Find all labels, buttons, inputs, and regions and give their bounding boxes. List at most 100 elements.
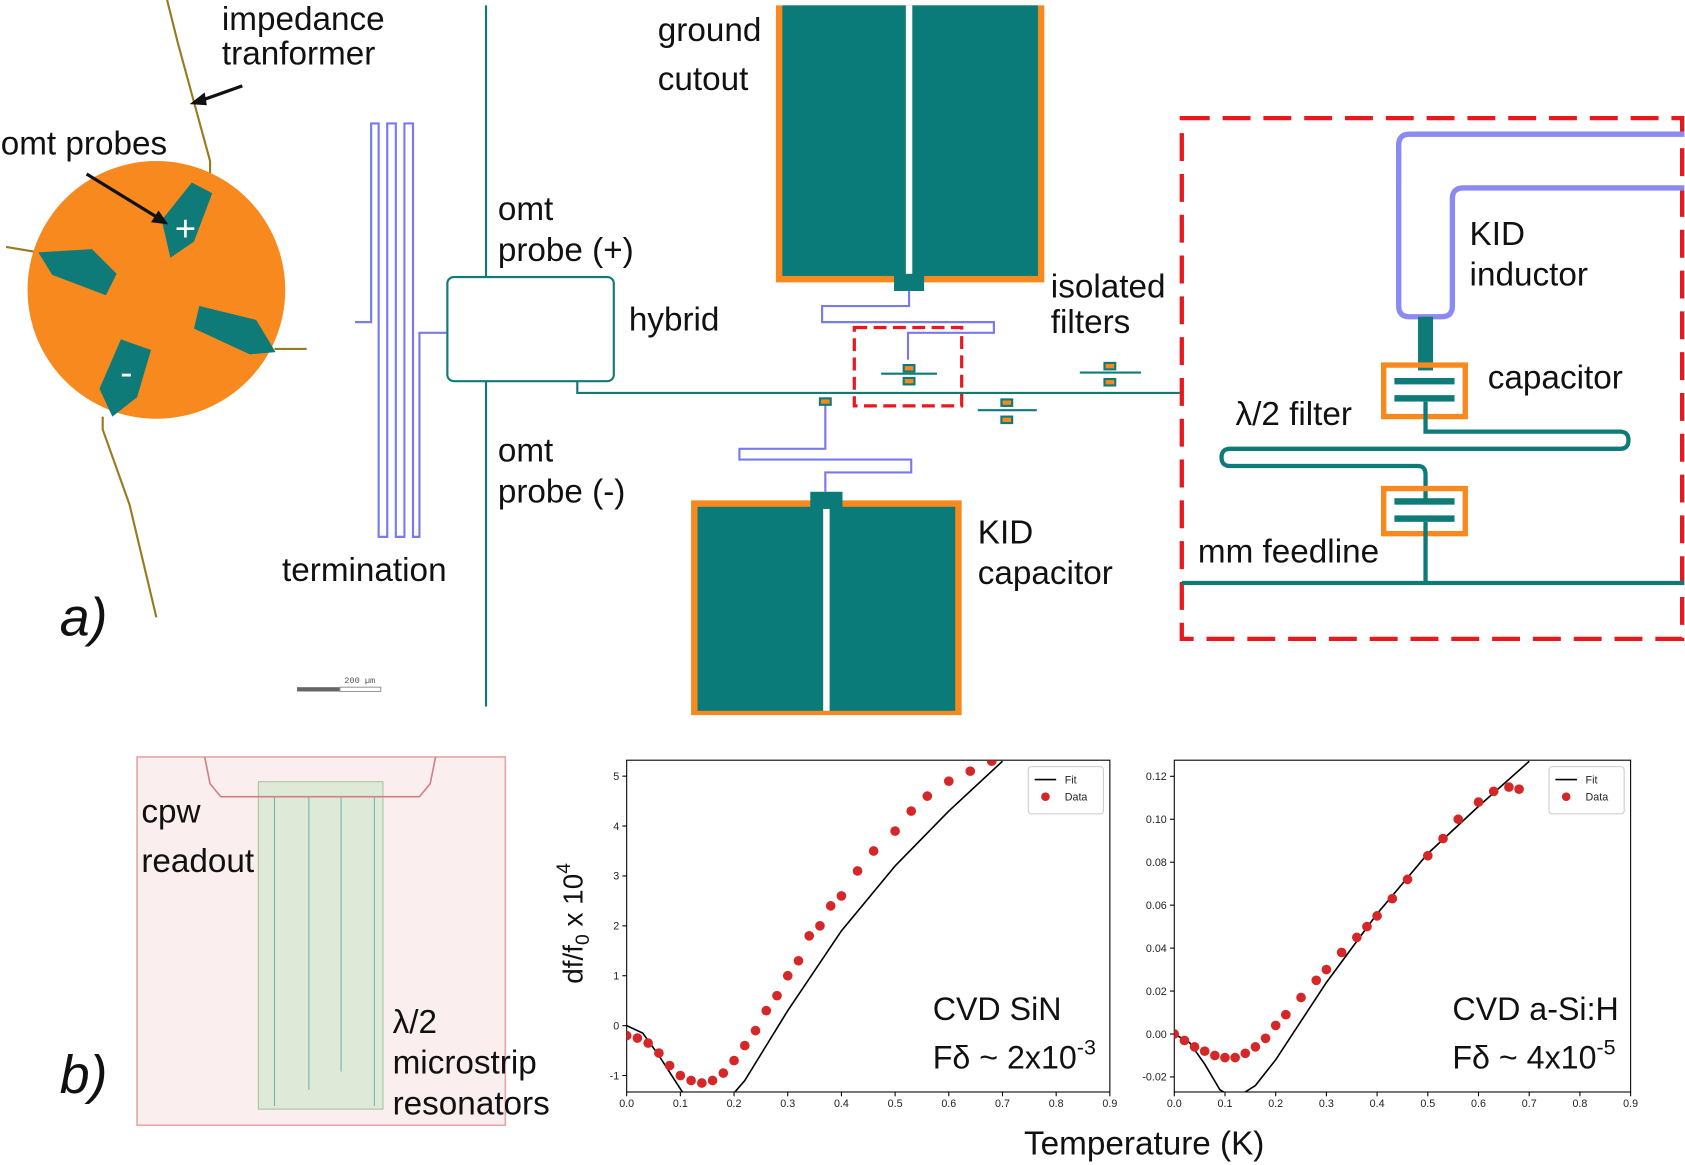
plot-frame [1173, 759, 1632, 1093]
label: omt probes [1, 126, 167, 163]
data-point [986, 760, 997, 767]
data-point [626, 1030, 632, 1041]
label: + [175, 208, 196, 249]
x-tick-label: 0.4 [1370, 1098, 1385, 1110]
legend-label: Fit [1586, 774, 1598, 786]
x-tick-label: 0.3 [780, 1098, 795, 1110]
y-tick-label: 1 [613, 970, 619, 982]
y-label-sub: 0 [573, 934, 594, 945]
data-point [1296, 992, 1306, 1003]
y-tick-label: 0 [613, 1020, 619, 1032]
x-axis-label: Temperature (K) [1024, 1125, 1264, 1162]
x-tick-label: 0.3 [1319, 1098, 1334, 1110]
circuit [297, 5, 1685, 716]
data-point [1210, 1050, 1220, 1061]
x-tick-label: 0.8 [1572, 1098, 1587, 1110]
termination [355, 122, 448, 538]
data-point [793, 955, 804, 966]
x-tick-label: 0.1 [1218, 1098, 1233, 1110]
annotation: CVD a-Si:H [1452, 991, 1618, 1027]
y-tick-label: 0.12 [1146, 771, 1167, 783]
data-point [1422, 850, 1433, 861]
y-tick-label: 0.04 [1146, 943, 1167, 955]
annotation: Fδ ~ 4x10-5 [1452, 1035, 1615, 1075]
data-point [761, 1005, 772, 1016]
data-point [1321, 964, 1332, 975]
data-point [1250, 1042, 1261, 1052]
legend-label: Data [1586, 791, 1609, 803]
label: KID [1470, 216, 1525, 253]
data-point [750, 1025, 761, 1036]
legend-label: Data [1065, 791, 1088, 803]
data-point [922, 791, 933, 801]
x-tick-label: 0.4 [834, 1098, 849, 1110]
y-tick-label: 2 [613, 921, 619, 933]
data-point [1488, 786, 1499, 797]
data-point [718, 1068, 729, 1078]
plot-frame [626, 759, 1111, 1093]
data-point [1270, 1020, 1281, 1031]
annotation: Fδ ~ 2x10-3 [933, 1035, 1096, 1075]
panel-label: a) [60, 588, 108, 648]
data-point [1453, 814, 1464, 825]
data-point [1281, 1009, 1291, 1020]
data-point [1336, 947, 1347, 958]
data-point [804, 930, 815, 941]
y-tick-label: 3 [613, 871, 619, 883]
label: capacitor [1488, 360, 1623, 397]
x-tick-label: 0.0 [619, 1098, 634, 1110]
data-point [965, 766, 976, 777]
data-point [739, 1040, 750, 1051]
data-point [632, 1033, 643, 1043]
annotation: CVD SiN [933, 991, 1062, 1027]
annotation-sup: -3 [1077, 1035, 1096, 1059]
data-point [1230, 1052, 1240, 1063]
data-point [1514, 784, 1524, 795]
y-tick-label: 0.08 [1146, 857, 1167, 869]
y-tick-label: 0.02 [1146, 986, 1167, 998]
label: resonators [393, 1086, 550, 1123]
y-tick-label: 5 [613, 771, 619, 783]
data-point [1199, 1046, 1210, 1057]
y-tick-label: -1 [610, 1070, 620, 1082]
data-point [1179, 1035, 1190, 1046]
data-point [868, 846, 879, 856]
data-point [825, 901, 836, 911]
data-point [1220, 1052, 1230, 1063]
data-point [643, 1038, 653, 1048]
data-point [1372, 911, 1382, 921]
data-point [836, 891, 847, 901]
annotation-sup: -5 [1597, 1035, 1616, 1059]
y-tick-label: 0.00 [1146, 1029, 1167, 1041]
data-point [1189, 1042, 1200, 1052]
panel-label: b) [60, 1045, 108, 1105]
data-point [1473, 797, 1484, 807]
label: omt [498, 433, 553, 470]
x-tick-label: 0.6 [941, 1098, 956, 1110]
data-point [729, 1055, 739, 1066]
data-point [1174, 1029, 1180, 1039]
x-tick-label: 0.8 [1049, 1098, 1064, 1110]
label: λ/2 filter [1235, 396, 1351, 433]
x-tick-label: 0.2 [1268, 1098, 1283, 1110]
label: hybrid [629, 302, 720, 339]
data-point [1438, 833, 1448, 844]
y-label-part: df/f [558, 945, 589, 984]
x-tick-label: 0.9 [1623, 1098, 1638, 1110]
omt-drawing [5, 0, 307, 618]
legend-box [1027, 766, 1104, 815]
y-tick-label: 0.06 [1146, 900, 1167, 912]
label: termination [282, 552, 447, 589]
y-tick-label: 0.10 [1146, 814, 1167, 826]
label: ground [658, 12, 762, 49]
legend-box [1548, 766, 1625, 815]
data-point [906, 806, 917, 816]
y-tick-label: -0.02 [1142, 1072, 1166, 1084]
data-point [1387, 893, 1398, 904]
data-point [890, 826, 900, 836]
label: cutout [658, 61, 749, 98]
data-point [1311, 975, 1322, 986]
data-point [815, 921, 825, 931]
label: tranformer [222, 35, 375, 72]
